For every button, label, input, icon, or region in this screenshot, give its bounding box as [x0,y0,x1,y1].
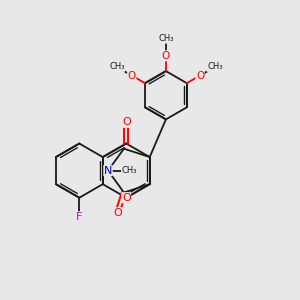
Text: O: O [122,193,130,203]
Text: O: O [128,70,136,80]
Text: F: F [76,212,83,222]
Text: CH₃: CH₃ [158,34,174,43]
Text: CH₃: CH₃ [109,62,125,71]
Text: CH₃: CH₃ [122,166,137,175]
Text: N: N [104,166,112,176]
Text: O: O [113,208,122,218]
Text: O: O [122,117,130,127]
Text: CH₃: CH₃ [207,62,223,71]
Text: O: O [196,70,204,80]
Text: O: O [162,51,170,61]
